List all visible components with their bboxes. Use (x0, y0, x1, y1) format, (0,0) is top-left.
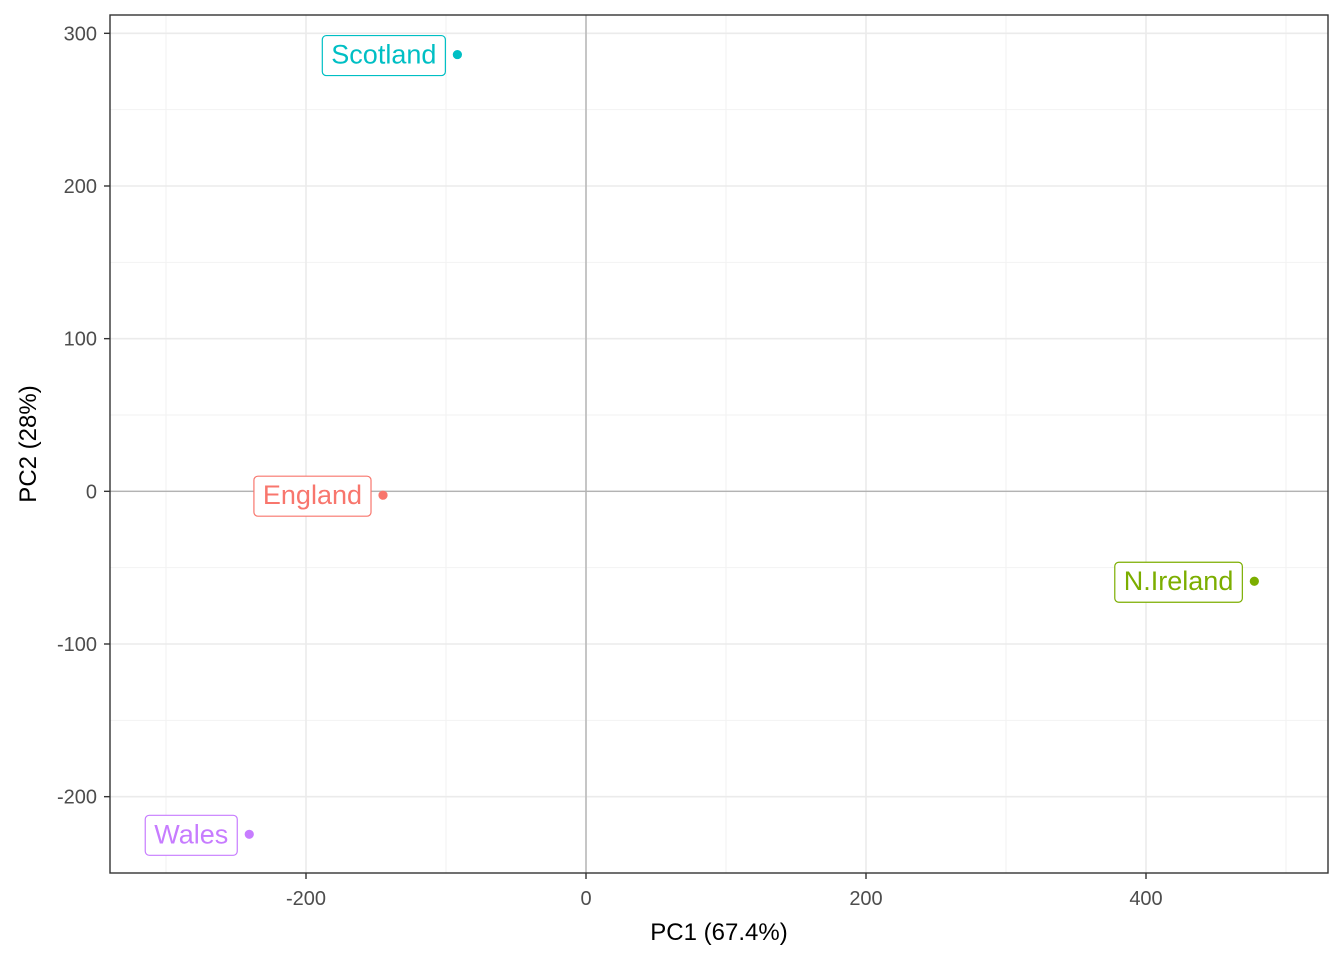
label-box-england (253, 475, 372, 517)
x-axis-title: PC1 (67.4%) (650, 919, 787, 946)
label-text-n-ireland: N.Ireland (1124, 566, 1234, 596)
label-text-scotland: Scotland (331, 40, 436, 70)
label-scotland: Scotland (321, 34, 446, 77)
y-tick-label: 200 (64, 176, 97, 198)
x-tick-label: 0 (580, 888, 591, 910)
label-box-wales (144, 814, 238, 856)
point-n-ireland (1249, 576, 1259, 586)
label-text-wales: Wales (154, 819, 228, 849)
y-axis-title: PC2 (28%) (15, 385, 42, 502)
label-text-england: England (263, 480, 362, 510)
label-box-scotland (321, 34, 446, 77)
point-wales (244, 829, 254, 839)
x-tick-label: 200 (849, 888, 882, 910)
label-england: England (253, 475, 372, 517)
x-tick-label: -200 (286, 888, 326, 910)
minor-gridlines (110, 15, 1328, 874)
data-points (244, 49, 1259, 839)
label-box-n-ireland (1114, 561, 1243, 603)
y-tick-label: -100 (57, 634, 97, 656)
label-wales: Wales (144, 814, 238, 856)
y-tick-label: 0 (86, 481, 97, 503)
y-tick-label: 100 (64, 329, 97, 351)
panel-border (109, 14, 1329, 874)
x-tick-label: 400 (1129, 888, 1162, 910)
y-tick-label: 300 (64, 23, 97, 45)
x-axis-ticks: -200 0 200 400 (286, 873, 1163, 910)
y-tick-label: -200 (57, 787, 97, 809)
label-n-ireland: N.Ireland (1114, 561, 1243, 603)
point-labels: England N.Ireland Scotland Wales (144, 34, 1243, 856)
point-scotland (452, 49, 462, 60)
y-axis-ticks: -200 -100 0 100 200 300 (57, 23, 110, 809)
point-england (378, 490, 388, 500)
